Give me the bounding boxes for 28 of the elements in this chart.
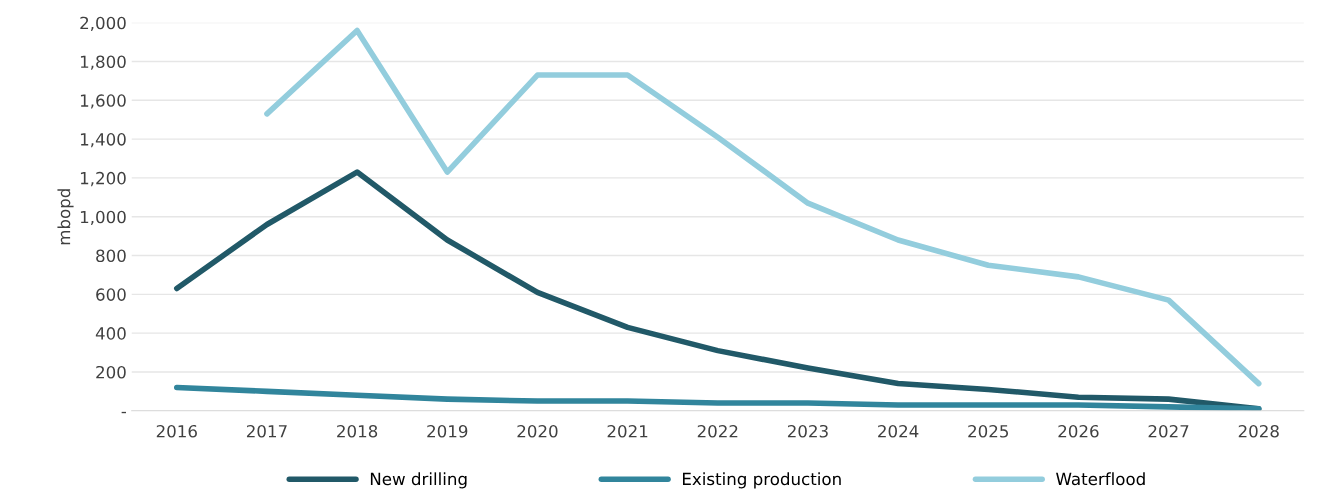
x-tick-label: 2021 bbox=[607, 424, 648, 438]
x-tick-label: 2022 bbox=[697, 424, 738, 438]
y-tick-label: 1,400 bbox=[80, 133, 126, 148]
y-tick-label: 2,000 bbox=[80, 16, 126, 31]
y-tick-label: 1,000 bbox=[80, 210, 126, 225]
legend-label: New drilling bbox=[370, 472, 467, 489]
y-tick-label: 1,200 bbox=[80, 171, 126, 187]
x-tick-label: 2025 bbox=[968, 424, 1009, 438]
y-tick-label: 1,800 bbox=[80, 55, 126, 70]
x-tick-label: 2026 bbox=[1058, 424, 1099, 438]
x-tick-label: 2018 bbox=[337, 424, 378, 438]
y-tick-label: 800 bbox=[96, 249, 126, 263]
x-tick-label: 2020 bbox=[517, 424, 558, 438]
x-tick-label: 2028 bbox=[1238, 424, 1279, 438]
x-tick-label: 2023 bbox=[787, 424, 828, 438]
legend-label: Waterflood bbox=[1056, 472, 1145, 486]
x-tick-label: 2019 bbox=[427, 424, 468, 438]
y-tick-label: 400 bbox=[95, 327, 126, 340]
x-tick-label: 2027 bbox=[1148, 424, 1189, 438]
y-tick-label: - bbox=[121, 411, 127, 414]
y-tick-label: 600 bbox=[96, 288, 126, 301]
y-tick-label: 1,600 bbox=[80, 94, 126, 109]
y-axis-title: mbopd bbox=[57, 189, 74, 245]
legend-label: Existing production bbox=[683, 472, 841, 489]
x-tick-label: 2017 bbox=[246, 424, 287, 438]
y-tick-label: 200 bbox=[96, 365, 126, 379]
x-tick-label: 2016 bbox=[156, 424, 197, 438]
x-tick-label: 2024 bbox=[878, 424, 919, 438]
